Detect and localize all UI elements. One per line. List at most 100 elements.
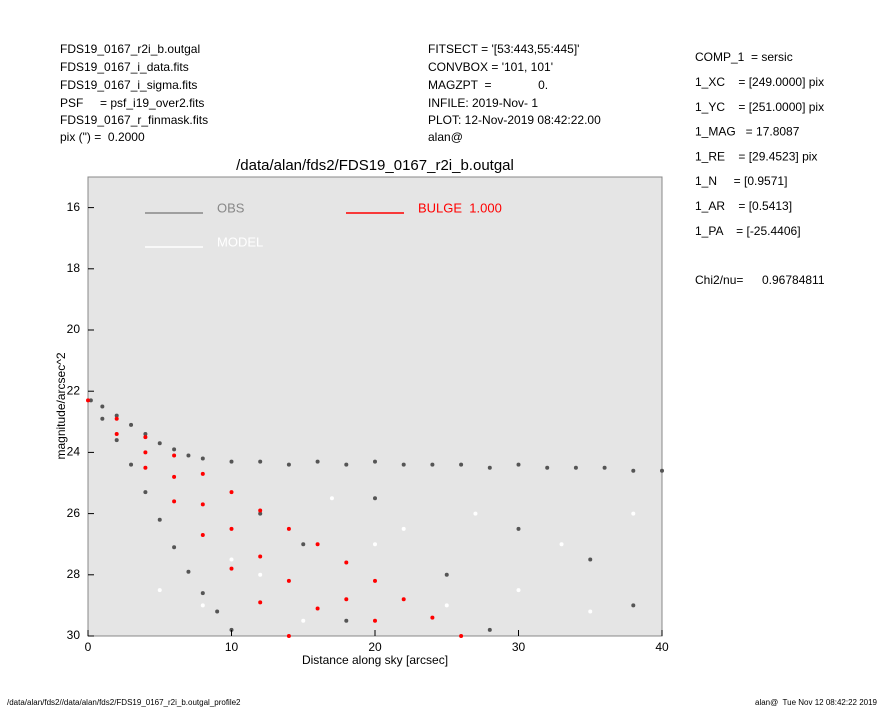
header-line: pix (") = 0.2000: [60, 130, 145, 144]
fit-parameter: 1_YC = [251.0000] pix: [695, 100, 824, 114]
data-point: [373, 459, 377, 464]
data-point: [588, 557, 593, 562]
data-point: [229, 490, 234, 495]
x-tick-label: 0: [85, 640, 92, 654]
fit-parameter: 1_XC = [249.0000] pix: [695, 75, 824, 89]
data-point: [143, 450, 148, 455]
header-line: PLOT: 12-Nov-2019 08:42:22.00: [428, 113, 601, 127]
data-point: [100, 404, 105, 409]
data-point: [258, 600, 263, 605]
data-point: [459, 634, 464, 638]
data-point: [172, 453, 177, 458]
data-point: [114, 432, 119, 437]
data-point: [200, 456, 205, 461]
data-point: [516, 588, 521, 593]
data-point: [373, 542, 377, 547]
data-point: [660, 468, 664, 473]
data-point: [157, 517, 162, 522]
header-line: PSF = psf_i19_over2.fits: [60, 96, 204, 110]
data-point: [172, 545, 177, 550]
footer-left: /data/alan/fds2//data/alan/fds2/FDS19_01…: [7, 698, 241, 707]
data-point: [401, 597, 406, 602]
y-tick-label: 22: [67, 383, 81, 397]
header-line: CONVBOX = '101, 101': [428, 60, 553, 74]
header-line: FITSECT = '[53:443,55:445]': [428, 42, 579, 56]
data-point: [516, 526, 521, 531]
data-point: [301, 618, 306, 623]
y-axis-label: magnitude/arcsec^2: [54, 352, 68, 459]
data-point: [301, 542, 306, 547]
data-point: [344, 618, 349, 623]
fit-parameter: 1_RE = [29.4523] pix: [695, 149, 817, 163]
data-point: [631, 603, 636, 608]
fit-parameter: 1_N = [0.9571]: [695, 174, 787, 188]
data-point: [258, 459, 263, 464]
data-point: [200, 603, 205, 608]
y-tick-label: 20: [67, 322, 81, 336]
data-point: [200, 471, 205, 476]
data-point: [430, 462, 435, 467]
data-point: [229, 566, 234, 571]
data-point: [516, 462, 521, 467]
data-point: [258, 572, 263, 577]
data-point: [200, 591, 205, 596]
data-point: [186, 453, 191, 458]
chi2-label: Chi2/nu=: [695, 273, 743, 287]
data-point: [258, 554, 263, 559]
data-point: [157, 441, 162, 446]
footer-right: alan@ Tue Nov 12 08:42:22 2019: [755, 698, 878, 707]
y-tick-label: 28: [67, 567, 81, 581]
data-point: [215, 609, 220, 614]
header: FDS19_0167_r2i_b.outgal FDS19_0167_i_data…: [60, 42, 825, 287]
data-point: [487, 465, 492, 470]
data-point: [200, 533, 205, 538]
data-point: [401, 526, 406, 531]
data-point: [143, 435, 148, 440]
data-point: [373, 618, 377, 623]
data-point: [444, 572, 449, 577]
fit-parameter: 1_MAG = 17.8087: [695, 125, 800, 139]
x-tick-label: 30: [512, 640, 526, 654]
data-point: [172, 474, 177, 479]
y-tick-label: 18: [67, 261, 81, 275]
data-point: [229, 557, 234, 562]
x-tick-label: 20: [368, 640, 382, 654]
data-point: [172, 499, 177, 504]
data-point: [286, 634, 291, 638]
data-point: [588, 609, 593, 614]
x-tick-label: 40: [655, 640, 669, 654]
y-tick-label: 24: [67, 445, 81, 459]
data-point: [444, 603, 449, 608]
data-point: [344, 597, 349, 602]
data-point: [344, 560, 349, 565]
x-axis-label: Distance along sky [arcsec]: [302, 653, 448, 667]
data-point: [143, 432, 148, 437]
legend-label: OBS: [217, 200, 245, 215]
data-point: [172, 447, 177, 452]
y-tick-label: 30: [67, 628, 81, 642]
data-point: [329, 496, 334, 501]
fit-parameter: 1_PA = [-25.4406]: [695, 224, 801, 238]
data-point: [315, 542, 320, 547]
data-point: [129, 422, 134, 427]
data-point: [258, 511, 263, 516]
header-line: MAGZPT = 0.: [428, 78, 548, 92]
data-point: [315, 459, 320, 464]
data-point: [114, 416, 119, 421]
data-point: [315, 606, 320, 611]
data-point: [545, 465, 550, 470]
data-point: [286, 578, 291, 583]
data-point: [401, 462, 406, 467]
data-point: [373, 496, 377, 501]
header-line: alan@: [428, 130, 463, 144]
data-point: [559, 542, 564, 547]
data-point: [229, 526, 234, 531]
x-tick-label: 10: [225, 640, 239, 654]
header-line: FDS19_0167_r_finmask.fits: [60, 113, 208, 127]
data-point: [100, 416, 105, 421]
y-tick-label: 26: [67, 506, 81, 520]
header-line: FDS19_0167_r2i_b.outgal: [60, 42, 200, 56]
header-line: INFILE: 2019-Nov- 1: [428, 96, 538, 110]
plot-area: [87, 176, 663, 637]
